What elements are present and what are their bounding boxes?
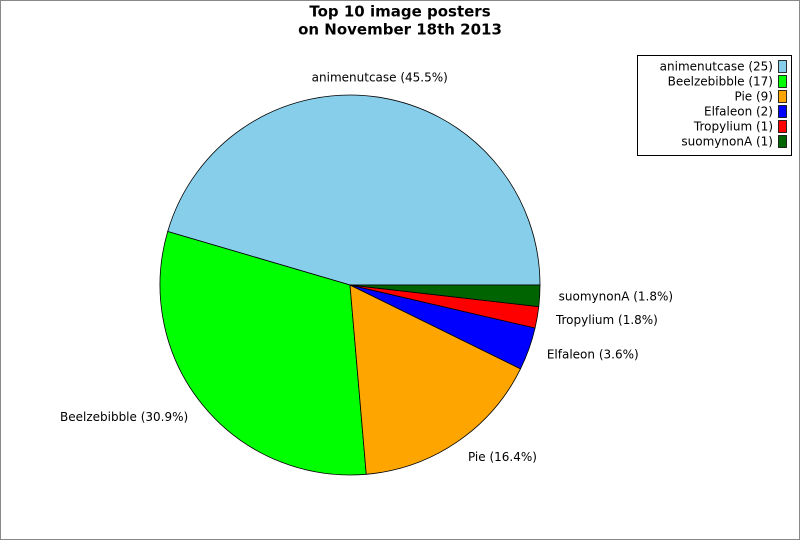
- slice-label: Beelzebibble (30.9%): [60, 410, 188, 424]
- legend-swatch: [778, 120, 787, 133]
- slice-label: Elfaleon (3.6%): [547, 348, 639, 362]
- legend-label: animenutcase (25): [660, 60, 773, 74]
- legend-box: [637, 55, 792, 156]
- pie-slice: [349, 284, 541, 308]
- pie-slice: [167, 94, 541, 286]
- chart-title: on November 18th 2013: [298, 21, 502, 39]
- legend-label: Pie (9): [734, 90, 773, 104]
- slice-label: animenutcase (45.5%): [312, 71, 448, 85]
- legend-label: Elfaleon (2): [704, 105, 773, 119]
- legend-swatch: [778, 75, 787, 88]
- legend-swatch: [778, 60, 787, 73]
- chart-title: Top 10 image posters: [309, 3, 490, 21]
- legend-label: suomynonA (1): [681, 135, 773, 149]
- pie-slice: [349, 284, 522, 475]
- pie-slice: [159, 230, 367, 476]
- legend-swatch: [778, 135, 787, 148]
- slice-label: suomynonA (1.8%): [559, 289, 673, 303]
- legend-label: Beelzebibble (17): [668, 75, 773, 89]
- legend-swatch: [778, 105, 787, 118]
- slice-label: Tropylium (1.8%): [555, 313, 658, 327]
- legend-label: Tropylium (1): [693, 120, 773, 134]
- legend-swatch: [778, 90, 787, 103]
- slice-label: Pie (16.4%): [468, 450, 537, 464]
